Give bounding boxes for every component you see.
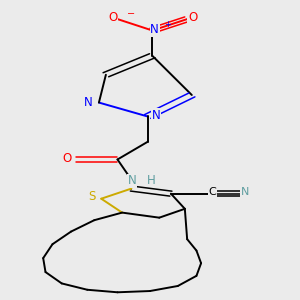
Text: C: C (209, 188, 217, 197)
Text: −: − (128, 8, 136, 19)
Text: N: N (84, 96, 93, 109)
Text: O: O (188, 11, 197, 24)
Text: S: S (88, 190, 96, 203)
Text: N: N (152, 109, 161, 122)
Text: O: O (63, 152, 72, 166)
Text: +: + (164, 20, 171, 29)
Text: N: N (150, 23, 159, 36)
Text: N: N (241, 188, 249, 197)
Text: H: H (147, 175, 155, 188)
Text: O: O (108, 11, 118, 24)
Text: N: N (128, 175, 137, 188)
